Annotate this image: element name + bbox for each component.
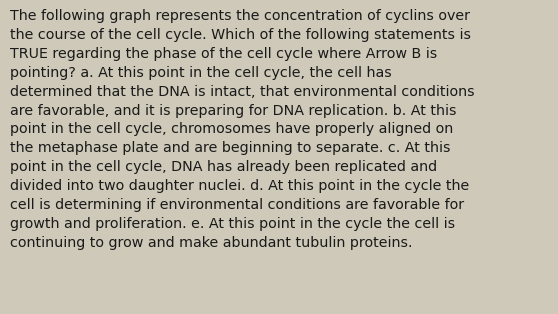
Text: The following graph represents the concentration of cyclins over
the course of t: The following graph represents the conce… (10, 9, 475, 250)
